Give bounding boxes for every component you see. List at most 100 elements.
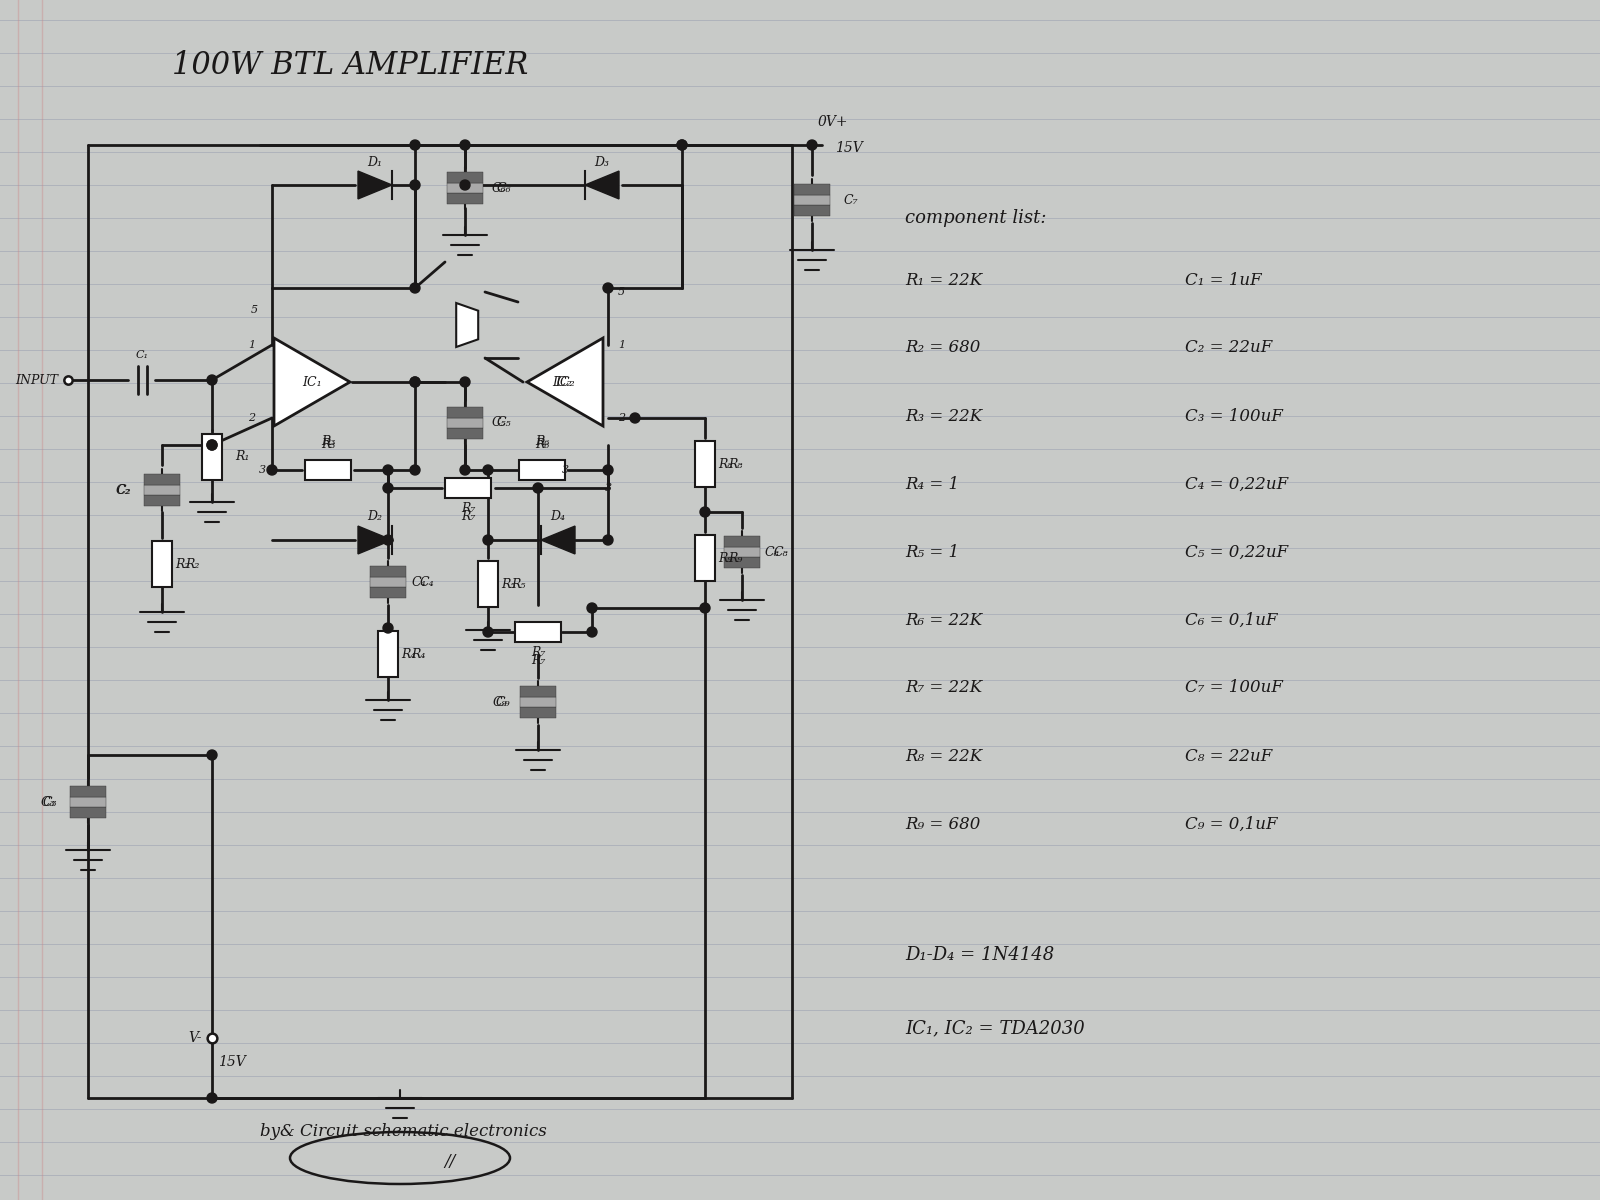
Circle shape xyxy=(587,626,597,637)
Polygon shape xyxy=(526,338,603,426)
Text: IC₁: IC₁ xyxy=(302,376,322,389)
Circle shape xyxy=(483,464,493,475)
Text: R₃: R₃ xyxy=(322,438,334,451)
Bar xyxy=(144,485,181,496)
Bar xyxy=(520,697,557,707)
Text: D₄: D₄ xyxy=(550,510,565,523)
Text: R₇ = 22K: R₇ = 22K xyxy=(906,679,982,696)
Text: R₇: R₇ xyxy=(461,510,475,523)
Bar xyxy=(694,440,715,487)
Text: by& Circuit schematic electronics: by& Circuit schematic electronics xyxy=(259,1123,547,1140)
Text: R₉ = 680: R₉ = 680 xyxy=(906,816,981,833)
Polygon shape xyxy=(586,172,619,199)
Text: R₈: R₈ xyxy=(728,457,742,470)
Text: R₆: R₆ xyxy=(534,434,549,448)
Text: 1: 1 xyxy=(248,340,254,350)
Bar xyxy=(446,428,483,439)
Text: C₆: C₆ xyxy=(496,181,510,194)
Text: R₇: R₇ xyxy=(531,654,546,667)
Circle shape xyxy=(587,602,597,613)
Text: //: // xyxy=(445,1153,456,1170)
Circle shape xyxy=(382,482,394,493)
Text: IC₁, IC₂ = TDA2030: IC₁, IC₂ = TDA2030 xyxy=(906,1019,1085,1037)
Circle shape xyxy=(410,377,421,386)
Circle shape xyxy=(806,140,818,150)
Text: C₈: C₈ xyxy=(765,546,779,558)
Text: R₉: R₉ xyxy=(718,552,733,564)
Text: R₅: R₅ xyxy=(510,577,525,590)
Circle shape xyxy=(603,535,613,545)
Text: C₇ = 100uF: C₇ = 100uF xyxy=(1186,679,1283,696)
Text: R₁ = 22K: R₁ = 22K xyxy=(906,271,982,288)
Text: C₁: C₁ xyxy=(136,350,149,360)
Text: C₈ = 22uF: C₈ = 22uF xyxy=(1186,748,1272,764)
Text: R₇: R₇ xyxy=(461,502,475,515)
Text: C₉: C₉ xyxy=(496,696,510,708)
Circle shape xyxy=(206,750,218,760)
Text: R₄: R₄ xyxy=(402,648,414,660)
Text: 2: 2 xyxy=(248,413,254,422)
Text: R₂: R₂ xyxy=(174,558,189,570)
Circle shape xyxy=(206,440,218,450)
Text: 100W BTL AMPLIFIER: 100W BTL AMPLIFIER xyxy=(171,49,528,80)
Text: C₃ = 100uF: C₃ = 100uF xyxy=(1186,408,1283,425)
Text: C₃: C₃ xyxy=(40,796,54,809)
Text: R₇: R₇ xyxy=(531,646,546,659)
Bar xyxy=(378,631,398,677)
Circle shape xyxy=(603,464,613,475)
Text: C₇: C₇ xyxy=(843,193,858,206)
Bar xyxy=(520,707,557,718)
Text: 5: 5 xyxy=(618,287,626,296)
Text: 0V+: 0V+ xyxy=(818,115,848,128)
Polygon shape xyxy=(456,302,478,347)
Bar xyxy=(202,434,222,480)
Text: C₃: C₃ xyxy=(42,796,58,809)
Text: C₅: C₅ xyxy=(496,416,510,430)
Text: C₄ = 0,22uF: C₄ = 0,22uF xyxy=(1186,475,1288,492)
Bar xyxy=(723,557,760,568)
Bar xyxy=(794,184,830,194)
Text: C₅: C₅ xyxy=(493,416,507,430)
Bar xyxy=(515,622,562,642)
Circle shape xyxy=(410,464,421,475)
Bar xyxy=(520,686,557,697)
Circle shape xyxy=(206,1093,218,1103)
Circle shape xyxy=(483,535,493,545)
Text: 15V: 15V xyxy=(218,1055,246,1069)
Circle shape xyxy=(410,180,421,190)
Bar xyxy=(478,560,498,607)
Circle shape xyxy=(410,283,421,293)
Text: R₉: R₉ xyxy=(728,552,742,564)
Bar xyxy=(723,547,760,557)
Circle shape xyxy=(461,140,470,150)
Text: 1: 1 xyxy=(618,340,626,350)
Text: R₆: R₆ xyxy=(534,438,549,451)
Text: C₉ = 0,1uF: C₉ = 0,1uF xyxy=(1186,816,1277,833)
Text: R₈: R₈ xyxy=(718,457,733,470)
Circle shape xyxy=(410,140,421,150)
Circle shape xyxy=(382,464,394,475)
Bar xyxy=(794,205,830,216)
Circle shape xyxy=(461,377,470,386)
Bar xyxy=(446,172,483,182)
Text: 3: 3 xyxy=(259,464,266,475)
Text: C₂: C₂ xyxy=(115,484,130,497)
Circle shape xyxy=(677,140,686,150)
Text: C₁ = 1uF: C₁ = 1uF xyxy=(1186,271,1262,288)
Text: R₁: R₁ xyxy=(235,450,250,463)
Text: R₂ = 680: R₂ = 680 xyxy=(906,340,981,356)
Bar xyxy=(370,587,406,598)
Text: R₂: R₂ xyxy=(186,558,200,570)
Text: C₄: C₄ xyxy=(413,576,427,588)
Bar xyxy=(70,797,106,808)
Text: component list:: component list: xyxy=(906,209,1046,227)
Text: R₈ = 22K: R₈ = 22K xyxy=(906,748,982,764)
Text: C₆: C₆ xyxy=(493,181,507,194)
Polygon shape xyxy=(541,526,574,554)
Bar xyxy=(144,496,181,506)
Text: 3: 3 xyxy=(605,482,611,493)
Circle shape xyxy=(677,140,686,150)
Bar xyxy=(70,808,106,818)
Bar xyxy=(70,786,106,797)
Text: 2: 2 xyxy=(618,413,626,422)
